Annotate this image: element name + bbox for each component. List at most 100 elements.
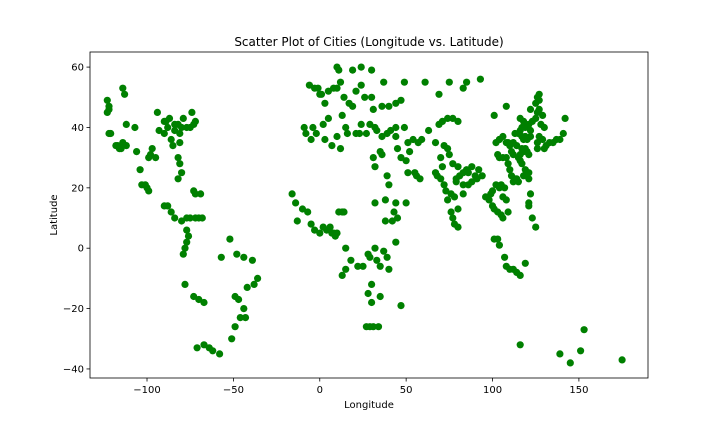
data-point <box>357 63 365 71</box>
data-point <box>176 139 184 147</box>
data-point <box>169 142 177 150</box>
data-point <box>376 292 384 301</box>
data-point <box>507 172 516 180</box>
data-point <box>459 84 467 92</box>
data-point <box>347 256 355 264</box>
data-point <box>383 253 391 261</box>
data-point <box>371 199 379 207</box>
data-point <box>316 90 324 98</box>
data-point <box>516 271 524 279</box>
data-point <box>307 135 315 144</box>
data-point <box>122 120 130 128</box>
data-point <box>352 87 360 95</box>
data-point <box>178 123 186 132</box>
data-point <box>449 160 457 168</box>
data-point <box>381 217 389 225</box>
data-point <box>502 102 510 110</box>
data-point <box>404 169 412 177</box>
data-point <box>400 78 408 86</box>
data-point <box>459 190 467 198</box>
data-point <box>103 108 111 116</box>
data-point <box>532 114 540 122</box>
data-point <box>525 175 533 183</box>
data-point <box>174 154 182 162</box>
data-point <box>336 78 345 86</box>
data-point <box>507 148 516 156</box>
data-point <box>324 114 332 122</box>
data-point <box>561 114 569 122</box>
data-point <box>380 247 388 255</box>
data-point <box>566 359 574 367</box>
data-point <box>438 117 446 125</box>
data-point <box>378 102 386 110</box>
y-tick-label: 40 <box>71 123 84 134</box>
data-point <box>442 187 450 195</box>
y-axis-label: Latitude <box>49 194 60 235</box>
data-point <box>464 169 472 177</box>
data-point <box>349 102 357 110</box>
data-point <box>164 123 172 132</box>
data-point <box>444 196 452 204</box>
data-point <box>376 262 384 270</box>
data-point <box>243 283 251 291</box>
data-point <box>231 292 239 301</box>
data-point <box>445 78 453 86</box>
data-point <box>338 271 346 279</box>
data-point <box>400 123 408 132</box>
chart-title: Scatter Plot of Cities (Longitude vs. La… <box>234 35 503 49</box>
data-point <box>485 196 493 204</box>
data-point <box>397 96 405 104</box>
data-point <box>556 135 564 144</box>
data-point <box>392 123 400 132</box>
data-point <box>373 256 381 264</box>
data-point <box>528 214 536 222</box>
data-point <box>440 142 448 150</box>
y-tick-label: 0 <box>78 244 84 255</box>
data-point <box>179 250 187 258</box>
data-point <box>580 326 588 334</box>
data-point <box>228 335 236 343</box>
data-point <box>526 190 535 198</box>
data-point <box>366 253 374 261</box>
data-point <box>181 280 189 288</box>
data-point <box>447 208 455 216</box>
data-point <box>476 75 484 83</box>
data-point <box>468 163 476 171</box>
data-point <box>454 205 462 213</box>
y-tick-label: 20 <box>71 183 84 194</box>
x-tick-label: −50 <box>223 385 244 396</box>
y-tick-label: −20 <box>63 304 84 315</box>
data-point <box>165 114 174 122</box>
data-point <box>509 178 517 186</box>
data-point <box>468 178 476 186</box>
data-point <box>390 208 398 216</box>
data-point <box>342 123 350 132</box>
data-point <box>618 356 626 364</box>
data-point <box>250 280 258 288</box>
data-point <box>145 187 153 195</box>
data-point <box>459 181 467 189</box>
data-point <box>368 66 376 74</box>
data-point <box>490 111 498 119</box>
data-point <box>364 289 372 298</box>
data-point <box>292 199 300 207</box>
data-point <box>309 123 317 132</box>
data-point <box>326 223 334 231</box>
data-point <box>454 117 462 125</box>
data-point <box>435 90 443 98</box>
data-point <box>521 259 529 267</box>
data-point <box>416 175 424 183</box>
data-point <box>183 238 191 246</box>
data-point <box>293 217 301 225</box>
data-point <box>333 132 341 141</box>
data-point <box>302 129 310 138</box>
data-point <box>121 90 129 98</box>
data-point <box>504 208 512 216</box>
y-axis-ticks: −40 −20 0 20 40 60 <box>63 63 90 375</box>
data-point <box>397 302 405 310</box>
data-point <box>368 280 376 288</box>
data-point <box>540 123 548 132</box>
data-point <box>148 145 156 153</box>
data-point <box>133 148 141 156</box>
